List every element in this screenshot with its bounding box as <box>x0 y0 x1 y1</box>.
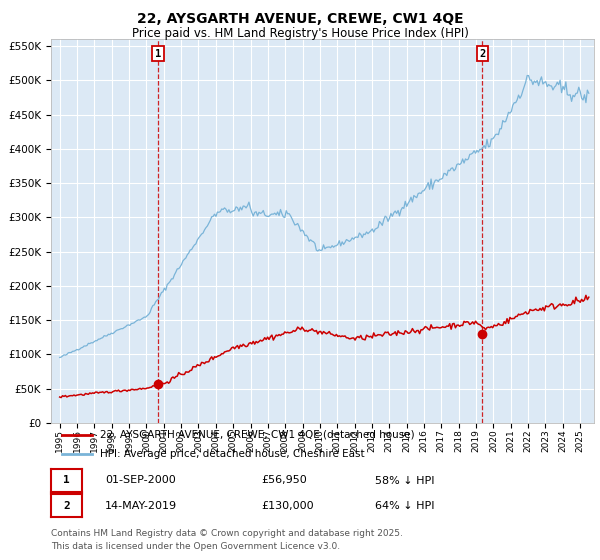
Text: 64% ↓ HPI: 64% ↓ HPI <box>375 501 434 511</box>
Text: £130,000: £130,000 <box>261 501 314 511</box>
Text: Contains HM Land Registry data © Crown copyright and database right 2025.
This d: Contains HM Land Registry data © Crown c… <box>51 529 403 550</box>
Text: £56,950: £56,950 <box>261 475 307 486</box>
Text: 14-MAY-2019: 14-MAY-2019 <box>105 501 177 511</box>
Text: 1: 1 <box>155 49 161 59</box>
Text: 22, AYSGARTH AVENUE, CREWE, CW1 4QE (detached house): 22, AYSGARTH AVENUE, CREWE, CW1 4QE (det… <box>100 430 415 440</box>
Text: 2: 2 <box>63 501 70 511</box>
Text: HPI: Average price, detached house, Cheshire East: HPI: Average price, detached house, Ches… <box>100 449 364 459</box>
Text: 22, AYSGARTH AVENUE, CREWE, CW1 4QE: 22, AYSGARTH AVENUE, CREWE, CW1 4QE <box>137 12 463 26</box>
Text: 58% ↓ HPI: 58% ↓ HPI <box>375 475 434 486</box>
Text: Price paid vs. HM Land Registry's House Price Index (HPI): Price paid vs. HM Land Registry's House … <box>131 27 469 40</box>
Text: 1: 1 <box>63 475 70 486</box>
Text: 2: 2 <box>479 49 485 59</box>
Text: 01-SEP-2000: 01-SEP-2000 <box>105 475 176 486</box>
